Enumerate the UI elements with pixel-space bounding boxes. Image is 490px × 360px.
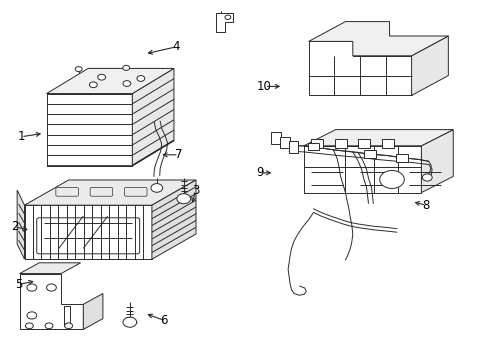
Circle shape [65,323,73,329]
Polygon shape [24,180,196,205]
Circle shape [137,76,145,81]
Polygon shape [83,293,103,329]
Circle shape [27,312,37,319]
Polygon shape [20,263,80,274]
Circle shape [98,75,106,80]
Polygon shape [289,141,298,153]
Circle shape [380,171,404,189]
Polygon shape [309,41,412,95]
Text: 1: 1 [17,130,25,143]
Polygon shape [216,13,233,32]
Polygon shape [17,190,24,259]
Polygon shape [271,132,281,144]
Polygon shape [132,68,174,166]
Polygon shape [309,22,448,56]
Text: 5: 5 [15,278,23,291]
Polygon shape [412,36,448,95]
Circle shape [422,174,432,181]
Bar [396,154,408,162]
Text: 9: 9 [256,166,264,179]
Circle shape [122,66,129,71]
Text: 8: 8 [422,199,430,212]
Polygon shape [24,205,152,259]
Text: 6: 6 [160,314,168,327]
Bar [382,139,394,148]
Polygon shape [280,137,290,148]
Polygon shape [47,68,174,94]
Circle shape [45,323,53,329]
Text: 7: 7 [175,148,183,161]
Bar [364,150,376,158]
Polygon shape [20,274,83,329]
Polygon shape [152,180,196,259]
Circle shape [27,284,37,291]
Text: 10: 10 [257,80,272,93]
Bar [308,143,319,150]
Circle shape [123,317,137,327]
Polygon shape [304,146,421,193]
Circle shape [225,15,231,19]
Bar [311,139,323,148]
Polygon shape [421,130,453,193]
Polygon shape [47,94,132,166]
Circle shape [47,284,56,291]
Circle shape [75,67,82,72]
Text: 2: 2 [11,220,19,233]
Text: 3: 3 [192,184,200,197]
Circle shape [177,194,191,204]
Circle shape [25,323,33,329]
Circle shape [151,184,163,192]
Circle shape [89,82,97,88]
Bar [64,306,70,326]
Text: 4: 4 [172,40,180,53]
Polygon shape [304,130,453,146]
Bar [335,139,347,148]
Bar [358,139,370,148]
Circle shape [123,81,131,86]
